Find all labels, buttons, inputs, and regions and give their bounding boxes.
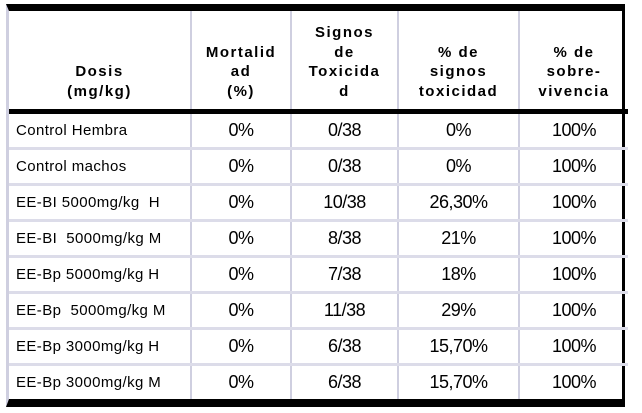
col-header-signos-toxicidad: Signos de Toxicida d [290, 11, 398, 114]
signos-cell: 7/38 [290, 255, 398, 293]
mortalidad-cell: 0% [190, 219, 291, 257]
col-header-dosis: Dosis (mg/kg) [9, 11, 191, 114]
dosis-cell: EE-Bp 5000mg/kg H [9, 255, 191, 293]
table-row: EE-Bp 5000mg/kg M 0% 11/38 29% 100% [9, 291, 628, 329]
table-body: Control Hembra 0% 0/38 0% 100% Control m… [9, 111, 628, 399]
pct-sobrevivencia-cell: 100% [518, 363, 628, 399]
dosis-cell: EE-Bp 3000mg/kg M [9, 363, 191, 399]
table-row: EE-Bp 5000mg/kg H 0% 7/38 18% 100% [9, 255, 628, 293]
toxicity-table-frame: Dosis (mg/kg) Mortalid ad (%) Signos de … [6, 4, 628, 407]
pct-sobrevivencia-cell: 100% [518, 255, 628, 293]
signos-cell: 6/38 [290, 363, 398, 399]
mortalidad-cell: 0% [190, 255, 291, 293]
signos-cell: 8/38 [290, 219, 398, 257]
mortalidad-cell: 0% [190, 327, 291, 365]
toxicity-table: Dosis (mg/kg) Mortalid ad (%) Signos de … [9, 11, 628, 399]
dosis-cell: EE-Bp 5000mg/kg M [9, 291, 191, 329]
dosis-cell: EE-Bp 3000mg/kg H [9, 327, 191, 365]
dosis-cell: Control Hembra [16, 122, 128, 139]
pct-sobrevivencia-cell: 100% [518, 183, 628, 221]
pct-signos-cell: 21% [397, 219, 519, 257]
signos-cell: 0/38 [290, 147, 398, 185]
pct-signos-cell: 0% [397, 147, 519, 185]
col-header-pct-sobrevivencia: % de sobre- vivencia [518, 11, 628, 114]
pct-sobrevivencia-cell: 100% [518, 291, 628, 329]
table-row: Control Hembra 0% 0/38 0% 100% [9, 111, 628, 149]
pct-signos-cell: 0% [397, 111, 519, 149]
table-row: Control machos 0% 0/38 0% 100% [9, 147, 628, 185]
signos-cell: 11/38 [290, 291, 398, 329]
mortalidad-cell: 0% [190, 111, 291, 149]
pct-sobrevivencia-cell: 100% [518, 147, 628, 185]
dosis-cell: EE-BI 5000mg/kg M [9, 219, 191, 257]
col-header-mortalidad: Mortalid ad (%) [190, 11, 291, 114]
pct-sobrevivencia-cell: 100% [518, 219, 628, 257]
mortalidad-cell: 0% [190, 291, 291, 329]
signos-cell: 10/38 [290, 183, 398, 221]
pct-sobrevivencia-cell: 100% [518, 327, 628, 365]
table-row: EE-BI 5000mg/kg H 0% 10/38 26,30% 100% [9, 183, 628, 221]
header-row: Dosis (mg/kg) Mortalid ad (%) Signos de … [9, 11, 628, 114]
dosis-cell: EE-BI 5000mg/kg H [9, 183, 191, 221]
mortalidad-cell: 0% [190, 363, 291, 399]
signos-cell: 6/38 [290, 327, 398, 365]
pct-signos-cell: 18% [397, 255, 519, 293]
mortalidad-cell: 0% [190, 183, 291, 221]
pct-sobrevivencia-cell: 100% [518, 111, 628, 149]
col-header-pct-signos: % de signos toxicidad [397, 11, 519, 114]
signos-cell: 0/38 [290, 111, 398, 149]
pct-signos-cell: 15,70% [397, 327, 519, 365]
table-row: EE-Bp 3000mg/kg H 0% 6/38 15,70% 100% [9, 327, 628, 365]
mortalidad-cell: 0% [190, 147, 291, 185]
pct-signos-cell: 29% [397, 291, 519, 329]
table-row: EE-BI 5000mg/kg M 0% 8/38 21% 100% [9, 219, 628, 257]
pct-signos-cell: 26,30% [397, 183, 519, 221]
table-row: EE-Bp 3000mg/kg M 0% 6/38 15,70% 100% [9, 363, 628, 399]
pct-signos-cell: 15,70% [397, 363, 519, 399]
table-header: Dosis (mg/kg) Mortalid ad (%) Signos de … [9, 11, 628, 114]
dosis-cell: Control machos [9, 147, 191, 185]
